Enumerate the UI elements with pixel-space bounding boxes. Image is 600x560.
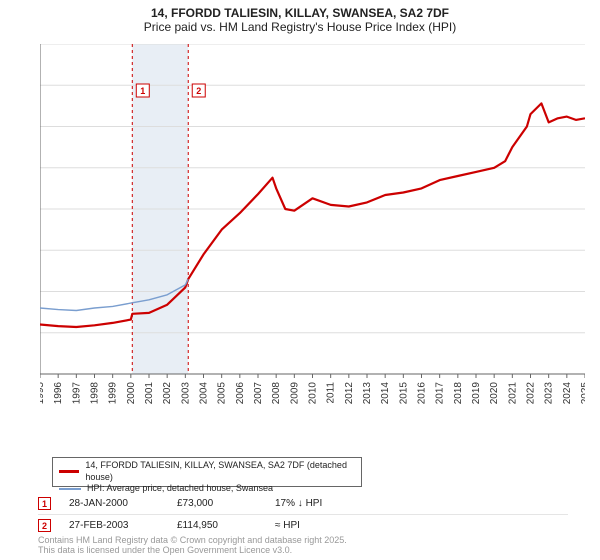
annotation-date: 28-JAN-2000 <box>69 498 159 509</box>
svg-text:2003: 2003 <box>180 382 191 405</box>
svg-text:2008: 2008 <box>271 382 282 405</box>
svg-text:1: 1 <box>140 86 145 96</box>
svg-text:2007: 2007 <box>253 382 264 405</box>
svg-text:2001: 2001 <box>144 382 155 405</box>
legend-label: HPI: Average price, detached house, Swan… <box>87 483 273 495</box>
annotation-price: £114,950 <box>177 520 257 531</box>
svg-text:2017: 2017 <box>435 382 446 405</box>
annotation-delta: 17% ↓ HPI <box>275 498 395 509</box>
svg-text:2010: 2010 <box>308 382 319 405</box>
svg-text:1999: 1999 <box>108 382 119 405</box>
svg-text:2019: 2019 <box>471 382 482 405</box>
svg-text:2011: 2011 <box>326 382 337 404</box>
legend: 14, FFORDD TALIESIN, KILLAY, SWANSEA, SA… <box>52 457 362 487</box>
svg-text:2023: 2023 <box>544 382 555 405</box>
svg-text:1998: 1998 <box>90 382 101 405</box>
svg-text:2013: 2013 <box>362 382 373 405</box>
annotation-delta: ≈ HPI <box>275 520 395 531</box>
svg-text:2020: 2020 <box>489 382 500 405</box>
chart-area: £0£50K£100K£150K£200K£250K£300K£350K£400… <box>40 44 585 420</box>
legend-label: 14, FFORDD TALIESIN, KILLAY, SWANSEA, SA… <box>85 460 355 483</box>
svg-text:2024: 2024 <box>562 382 573 405</box>
svg-text:2: 2 <box>196 86 201 96</box>
svg-text:2021: 2021 <box>507 382 518 405</box>
svg-text:2005: 2005 <box>217 382 228 405</box>
svg-text:2002: 2002 <box>162 382 173 405</box>
svg-text:2000: 2000 <box>126 382 137 405</box>
marker-badge: 2 <box>38 519 51 532</box>
svg-text:1995: 1995 <box>40 382 46 405</box>
svg-text:2004: 2004 <box>199 382 210 405</box>
title-address: 14, FFORDD TALIESIN, KILLAY, SWANSEA, SA… <box>0 6 600 20</box>
svg-text:2009: 2009 <box>289 382 300 405</box>
legend-item: HPI: Average price, detached house, Swan… <box>59 483 355 495</box>
svg-text:2022: 2022 <box>526 382 537 405</box>
svg-text:2014: 2014 <box>380 382 391 405</box>
footer-line2: This data is licensed under the Open Gov… <box>38 545 292 555</box>
svg-text:2015: 2015 <box>398 382 409 405</box>
annotation-row: 1 28-JAN-2000 £73,000 17% ↓ HPI <box>38 495 568 512</box>
footer-line1: Contains HM Land Registry data © Crown c… <box>38 535 347 545</box>
svg-text:2016: 2016 <box>417 382 428 405</box>
svg-text:1996: 1996 <box>53 382 64 405</box>
footer: Contains HM Land Registry data © Crown c… <box>38 536 578 556</box>
title-block: 14, FFORDD TALIESIN, KILLAY, SWANSEA, SA… <box>0 0 600 36</box>
chart-svg: £0£50K£100K£150K£200K£250K£300K£350K£400… <box>40 44 585 420</box>
legend-swatch <box>59 470 79 473</box>
svg-text:2006: 2006 <box>235 382 246 405</box>
marker-badge: 1 <box>38 497 51 510</box>
legend-swatch <box>59 488 81 490</box>
legend-item: 14, FFORDD TALIESIN, KILLAY, SWANSEA, SA… <box>59 460 355 483</box>
title-subtitle: Price paid vs. HM Land Registry's House … <box>0 20 600 34</box>
svg-text:2018: 2018 <box>453 382 464 405</box>
annotation-row: 2 27-FEB-2003 £114,950 ≈ HPI <box>38 514 568 534</box>
svg-text:2025: 2025 <box>580 382 585 405</box>
svg-text:1997: 1997 <box>71 382 82 405</box>
svg-text:2012: 2012 <box>344 382 355 405</box>
annotation-table: 1 28-JAN-2000 £73,000 17% ↓ HPI 2 27-FEB… <box>38 495 568 534</box>
annotation-date: 27-FEB-2003 <box>69 520 159 531</box>
annotation-price: £73,000 <box>177 498 257 509</box>
chart-container: 14, FFORDD TALIESIN, KILLAY, SWANSEA, SA… <box>0 0 600 560</box>
